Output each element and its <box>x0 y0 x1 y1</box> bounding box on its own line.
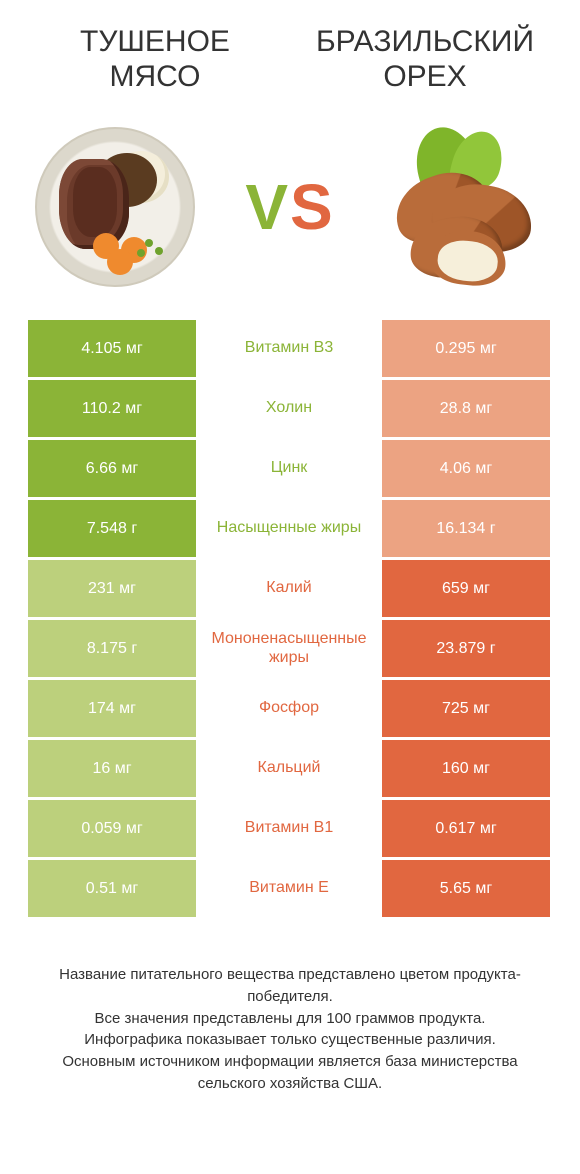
table-row: 174 мгФосфор725 мг <box>28 680 552 737</box>
nutrient-label: Калий <box>196 560 382 617</box>
table-row: 8.175 гМононенасыщенные жиры23.879 г <box>28 620 552 677</box>
vs-s: S <box>290 171 335 243</box>
left-value: 4.105 мг <box>28 320 196 377</box>
right-value: 16.134 г <box>382 500 550 557</box>
table-row: 0.059 мгВитамин B10.617 мг <box>28 800 552 857</box>
right-value: 28.8 мг <box>382 380 550 437</box>
nutrient-label: Цинк <box>196 440 382 497</box>
nutrient-label: Насыщенные жиры <box>196 500 382 557</box>
vs-label: VS <box>245 170 334 244</box>
footer-line: Инфографика показывает только существенн… <box>30 1029 550 1051</box>
left-value: 7.548 г <box>28 500 196 557</box>
nutrient-label: Кальций <box>196 740 382 797</box>
stew-image <box>30 122 200 292</box>
footer-notes: Название питательного вещества представл… <box>0 920 580 1095</box>
left-value: 16 мг <box>28 740 196 797</box>
nutrient-label: Холин <box>196 380 382 437</box>
right-value: 5.65 мг <box>382 860 550 917</box>
vs-v: V <box>245 171 290 243</box>
images-row: VS <box>0 104 580 320</box>
left-value: 8.175 г <box>28 620 196 677</box>
nutrient-label: Витамин E <box>196 860 382 917</box>
right-value: 4.06 мг <box>382 440 550 497</box>
left-value: 0.059 мг <box>28 800 196 857</box>
footer-line: Название питательного вещества представл… <box>30 964 550 1008</box>
footer-line: Все значения представлены для 100 граммо… <box>30 1008 550 1030</box>
left-value: 110.2 мг <box>28 380 196 437</box>
nutrient-label: Мононенасыщенные жиры <box>196 620 382 677</box>
table-row: 0.51 мгВитамин E5.65 мг <box>28 860 552 917</box>
left-value: 174 мг <box>28 680 196 737</box>
table-row: 6.66 мгЦинк4.06 мг <box>28 440 552 497</box>
left-value: 0.51 мг <box>28 860 196 917</box>
right-value: 0.295 мг <box>382 320 550 377</box>
brazil-nut-image <box>380 122 550 292</box>
right-value: 23.879 г <box>382 620 550 677</box>
table-row: 110.2 мгХолин28.8 мг <box>28 380 552 437</box>
nutrient-label: Витамин B1 <box>196 800 382 857</box>
table-row: 4.105 мгВитамин B30.295 мг <box>28 320 552 377</box>
left-value: 6.66 мг <box>28 440 196 497</box>
left-value: 231 мг <box>28 560 196 617</box>
nutrient-label: Витамин B3 <box>196 320 382 377</box>
nutrient-label: Фосфор <box>196 680 382 737</box>
table-row: 231 мгКалий659 мг <box>28 560 552 617</box>
right-value: 725 мг <box>382 680 550 737</box>
left-product-title: ТУШЕНОЕ МЯСО <box>35 25 275 94</box>
footer-line: Основным источником информации является … <box>30 1051 550 1095</box>
right-product-title: БРАЗИЛЬСКИЙ ОРЕХ <box>305 25 545 94</box>
right-value: 160 мг <box>382 740 550 797</box>
header: ТУШЕНОЕ МЯСО БРАЗИЛЬСКИЙ ОРЕХ <box>0 0 580 104</box>
table-row: 16 мгКальций160 мг <box>28 740 552 797</box>
comparison-table: 4.105 мгВитамин B30.295 мг110.2 мгХолин2… <box>0 320 580 917</box>
table-row: 7.548 гНасыщенные жиры16.134 г <box>28 500 552 557</box>
right-value: 659 мг <box>382 560 550 617</box>
right-value: 0.617 мг <box>382 800 550 857</box>
